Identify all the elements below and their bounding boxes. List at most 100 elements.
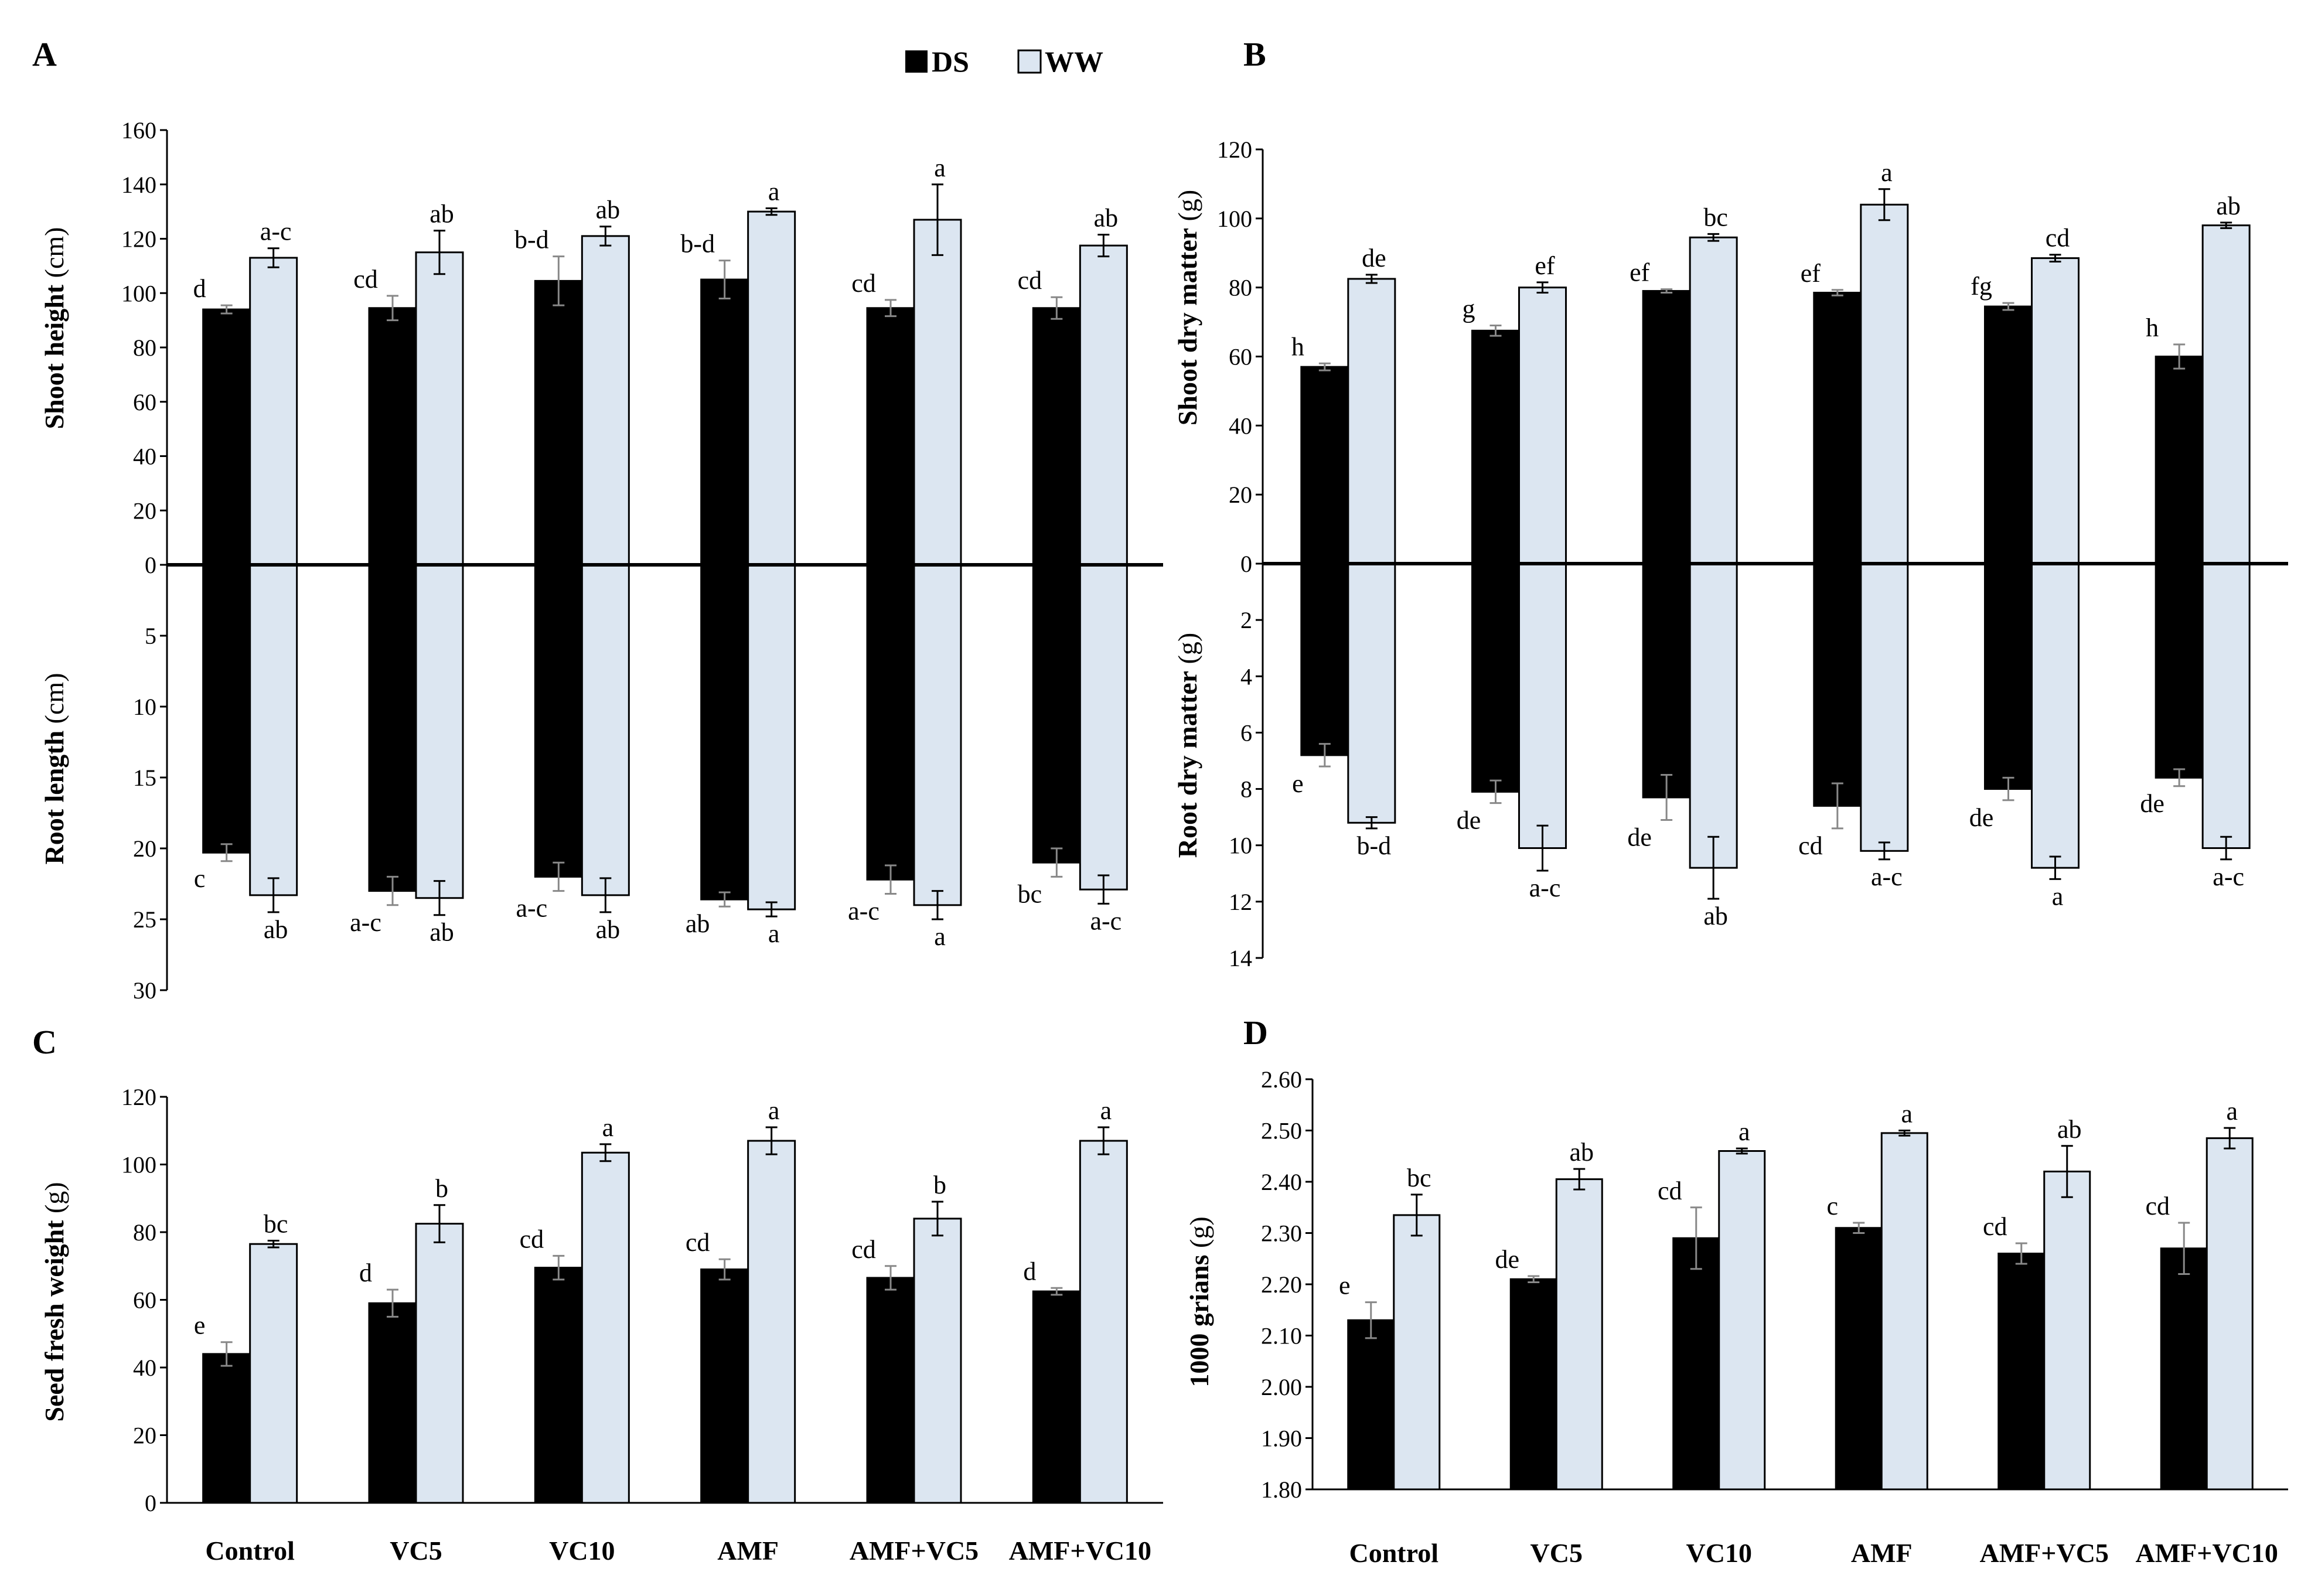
svg-text:1000 grians (g): 1000 grians (g) bbox=[1184, 1216, 1214, 1387]
ylabel-main: Shoot dry matter bbox=[1172, 228, 1202, 425]
y-tick-label: 100 bbox=[121, 280, 156, 306]
y-tick-label: 80 bbox=[133, 335, 156, 361]
bar-ds-amf-vc10 bbox=[1032, 307, 1081, 566]
bar-ds-control bbox=[1347, 1319, 1395, 1491]
y-tick-label: 40 bbox=[1229, 412, 1252, 439]
significance-letter: a-c bbox=[1529, 874, 1561, 902]
y-tick-label: 60 bbox=[133, 1287, 156, 1314]
significance-letter: ab bbox=[596, 196, 621, 224]
y-tick-label: 140 bbox=[121, 172, 156, 198]
y-tick-label: 10 bbox=[133, 694, 156, 720]
bar-ds-vc10 bbox=[534, 279, 583, 566]
y-tick-label: 100 bbox=[121, 1152, 156, 1178]
bar-ds-vc5 bbox=[1471, 562, 1520, 793]
y-tick-label: 2.30 bbox=[1261, 1220, 1302, 1247]
ylabel-main: Seed fresh weight bbox=[39, 1220, 69, 1422]
bar-ds-amf-vc5 bbox=[866, 307, 915, 566]
bar-ds-vc5 bbox=[368, 564, 417, 892]
bar-ds-amf bbox=[700, 278, 749, 566]
bar-ds-vc10 bbox=[1642, 562, 1691, 799]
legend: DS WW bbox=[905, 45, 1103, 78]
bar-ww-amf-vc10 bbox=[1079, 1140, 1128, 1504]
bar-ds-amf-vc10 bbox=[2155, 562, 2204, 779]
y-tick-label: 14 bbox=[1229, 945, 1252, 971]
ylabel-unit: (g) bbox=[1184, 1216, 1214, 1254]
svg-text:Root dry matter (g): Root dry matter (g) bbox=[1172, 633, 1202, 858]
bar-ds-vc5 bbox=[1471, 329, 1520, 565]
significance-letter: cd bbox=[1658, 1176, 1682, 1205]
significance-letter: de bbox=[1627, 823, 1652, 851]
y-tick-label: 60 bbox=[1229, 344, 1252, 370]
x-category-label: AMF+VC10 bbox=[1009, 1536, 1151, 1566]
ylabel-unit: (cm) bbox=[39, 673, 69, 730]
x-category-label: VC10 bbox=[1686, 1538, 1752, 1568]
bar-ww-amf-vc5 bbox=[2031, 257, 2080, 565]
significance-letter: ab bbox=[1569, 1138, 1594, 1167]
bar-ww-vc5 bbox=[1555, 1178, 1603, 1491]
significance-letter: c bbox=[194, 864, 206, 893]
significance-letter: fg bbox=[1971, 272, 1992, 301]
significance-letter: cd bbox=[851, 1235, 876, 1264]
significance-letter: b bbox=[933, 1171, 946, 1199]
bar-ds-amf-vc5 bbox=[1984, 562, 2033, 790]
significance-letter: d bbox=[1023, 1257, 1036, 1285]
bar-ds-amf bbox=[1835, 1227, 1883, 1491]
y-tick-label: 30 bbox=[133, 977, 156, 1004]
ylabel-unit: (g) bbox=[1172, 633, 1202, 671]
significance-letter: cd bbox=[1018, 266, 1042, 295]
y-tick-label: 80 bbox=[1229, 275, 1252, 301]
panel-a-top-ylabel: Shoot height (cm) bbox=[39, 227, 69, 429]
significance-letter: a-c bbox=[260, 217, 292, 246]
bar-ww-vc5 bbox=[1518, 287, 1567, 565]
bar-ww-amf-vc10 bbox=[2205, 1137, 2254, 1491]
bar-ww-vc10 bbox=[1689, 236, 1738, 565]
panel-label-a: A bbox=[32, 35, 57, 73]
significance-letter: a bbox=[768, 1096, 780, 1125]
bar-ww-vc10 bbox=[581, 564, 630, 896]
y-tick-label: 12 bbox=[1229, 889, 1252, 915]
x-category-label: AMF bbox=[717, 1536, 779, 1566]
y-tick-label: 2.50 bbox=[1261, 1118, 1302, 1144]
bar-ds-amf bbox=[1813, 292, 1862, 565]
legend-label-ww: WW bbox=[1045, 45, 1103, 78]
bar-ds-amf-vc10 bbox=[1032, 1290, 1081, 1504]
significance-letter: ef bbox=[1535, 251, 1555, 280]
y-tick-label: 60 bbox=[133, 389, 156, 415]
bar-ds-amf bbox=[700, 564, 749, 901]
x-category-label: Control bbox=[1349, 1538, 1439, 1568]
y-tick-label: 2.40 bbox=[1261, 1169, 1302, 1195]
significance-letter: cd bbox=[2145, 1192, 2170, 1220]
y-tick-label: 10 bbox=[1229, 833, 1252, 859]
ylabel-main: Root length bbox=[39, 731, 69, 865]
bar-ds-amf bbox=[700, 1268, 749, 1504]
significance-letter: ef bbox=[1630, 258, 1650, 287]
panel-label-c: C bbox=[32, 1023, 57, 1061]
ylabel-unit: (g) bbox=[39, 1182, 69, 1220]
legend-swatch-ww bbox=[1017, 49, 1042, 74]
ylabel-unit: (cm) bbox=[39, 227, 69, 284]
bar-ww-amf-vc10 bbox=[2201, 224, 2251, 565]
significance-letter: de bbox=[2140, 789, 2164, 818]
y-tick-label: 4 bbox=[1240, 663, 1252, 690]
legend-label-ds: DS bbox=[932, 45, 969, 78]
significance-letter: de bbox=[1457, 806, 1481, 835]
significance-letter: cd bbox=[686, 1228, 710, 1257]
significance-letter: b-d bbox=[514, 226, 549, 254]
significance-letter: a bbox=[1738, 1117, 1750, 1146]
bar-ww-amf-vc5 bbox=[913, 1218, 962, 1504]
bar-ww-amf bbox=[1860, 562, 1909, 852]
ylabel-main: 1000 grians bbox=[1184, 1254, 1214, 1387]
svg-text:Seed fresh weight (g): Seed fresh weight (g) bbox=[39, 1182, 69, 1421]
y-tick-label: 20 bbox=[1229, 482, 1252, 508]
significance-letter: h bbox=[1291, 332, 1304, 361]
significance-letter: a bbox=[768, 919, 780, 948]
significance-letter: e bbox=[1292, 769, 1304, 798]
significance-letter: a-c bbox=[1090, 906, 1121, 935]
legend-swatch-ds bbox=[905, 50, 928, 73]
bar-ds-vc10 bbox=[534, 1267, 583, 1504]
x-category-label: AMF bbox=[1851, 1538, 1913, 1568]
bar-ds-amf-vc5 bbox=[1997, 1253, 2046, 1491]
significance-letter: a-c bbox=[516, 894, 547, 923]
significance-letter: ef bbox=[1801, 259, 1821, 288]
